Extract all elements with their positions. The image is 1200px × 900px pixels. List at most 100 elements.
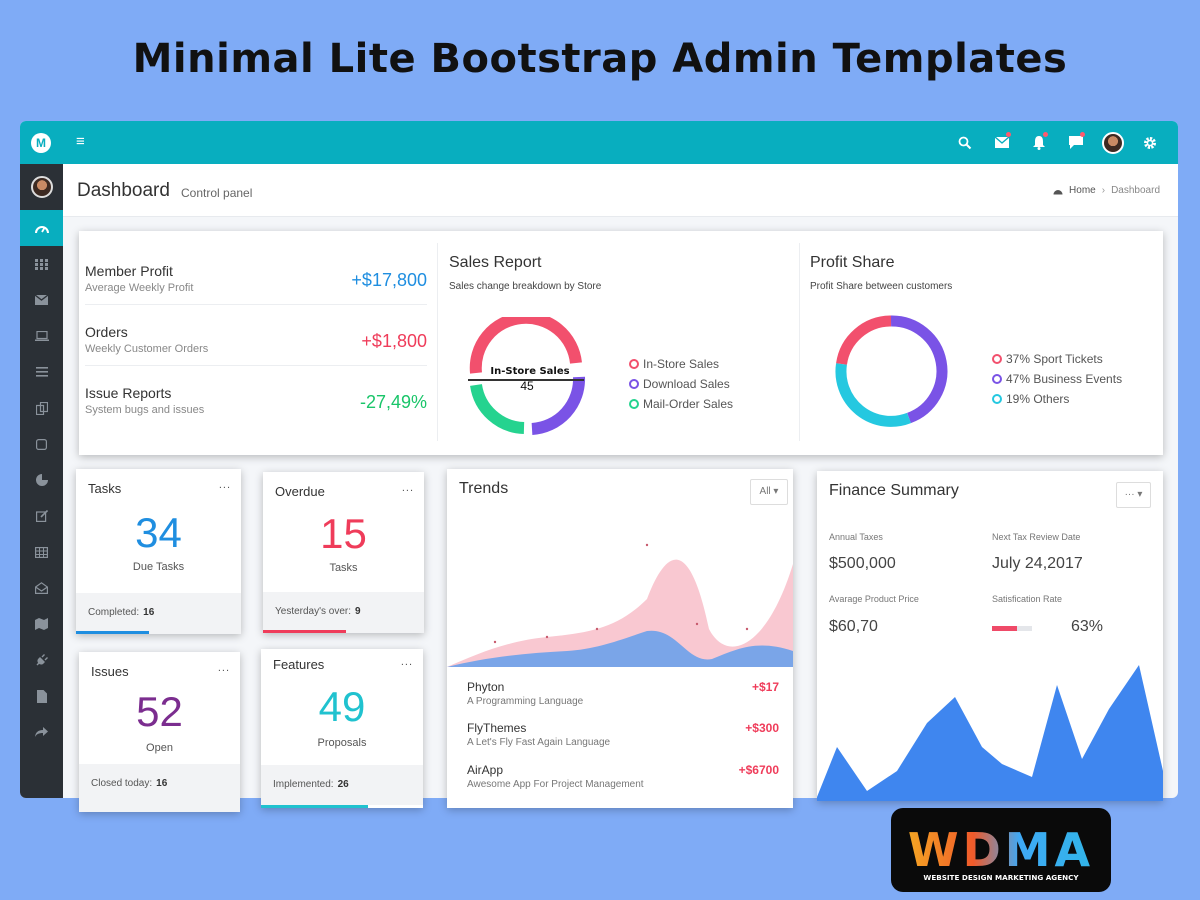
mail-icon[interactable] [20,282,63,318]
square-icon[interactable] [20,426,63,462]
pie-chart-icon[interactable] [20,462,63,498]
avg-price-value: $60,70 [829,618,878,635]
card-title: Issues [91,664,129,679]
footer-value: 16 [143,607,155,618]
finance-menu-dropdown[interactable]: ··· ▾ [1116,482,1151,508]
trend-value: +$17 [751,680,779,694]
card-footer: Yesterday's over: 9 [263,592,424,633]
trends-title: Trends [459,480,509,497]
laptop-icon[interactable] [20,318,63,354]
area-series-blue [447,630,793,667]
stat-sublabel: System bugs and issues [85,404,205,416]
trend-point [645,543,649,547]
legend-item: In-Store Sales [629,354,733,374]
stat-sublabel: Average Weekly Profit [85,282,194,294]
stat-value: +$1,800 [361,331,427,351]
card-description: Due Tasks [132,561,185,573]
menu-icon[interactable]: ≡ [76,133,85,150]
stat-member-profit: Member Profit Average Weekly Profit +$17… [85,244,427,305]
banner-title: Minimal Lite Bootstrap Admin Templates [132,36,1068,82]
avg-price-label: Avarage Product Price [829,594,919,604]
trend-point [493,640,497,644]
table-icon[interactable] [20,534,63,570]
footer-label: Closed today: [91,778,153,789]
finance-title: Finance Summary [829,482,959,499]
donut-segment-download [531,376,586,435]
finance-area-series [817,665,1163,801]
legend-item: 47% Business Events [992,369,1122,389]
next-review-value: July 24,2017 [992,555,1083,572]
progress-bar [76,631,149,634]
wdma-logo: WDMA WEBSITE DESIGN MARKETING AGENCY [891,808,1111,892]
donut-center-label: In-Store Sales [490,366,569,377]
notification-dot [1006,132,1011,137]
finance-summary-card: Finance Summary ··· ▾ Annual Taxes $500,… [817,471,1163,801]
card-footer: Implemented: 26 [261,765,423,805]
more-icon[interactable]: ... [218,479,231,491]
svg-text:WEBSITE DESIGN MARKETING AGENC: WEBSITE DESIGN MARKETING AGENCY [923,873,1079,882]
features-card: Features ... 49 Proposals Implemented: 26 [261,649,423,808]
trend-point [545,635,549,639]
more-icon[interactable]: ... [217,662,230,674]
donut-segment-others [835,363,911,427]
sidebar-user-avatar[interactable] [31,176,53,198]
copy-icon[interactable] [20,390,63,426]
footer-label: Yesterday's over: [275,606,352,617]
file-icon[interactable] [20,678,63,714]
chat-icon[interactable] [1057,121,1094,164]
trend-value: +$6700 [738,763,779,777]
stat-value: -27,49% [359,392,427,412]
donut-segment-sport-tickets [836,315,892,366]
page-header: Dashboard Control panel Home › Dashboard [63,164,1178,217]
stat-orders: Orders Weekly Customer Orders +$1,800 [85,305,427,366]
trend-row[interactable]: FlyThemes A Let's Fly Fast Again Languag… [467,717,779,759]
progress-bar [261,805,368,808]
next-review-label: Next Tax Review Date [992,532,1081,542]
trends-filter-dropdown[interactable]: All ▾ [750,479,788,505]
grid-icon[interactable] [20,246,63,282]
card-title: Overdue [275,484,325,499]
edit-icon[interactable] [20,498,63,534]
breadcrumb-home[interactable]: Home [1069,185,1096,196]
svg-text:WDMA: WDMA [908,823,1094,877]
share-icon[interactable] [20,714,63,750]
user-avatar[interactable] [1094,121,1131,164]
stat-label: Issue Reports [85,385,172,401]
legend-item: 37% Sport Tickets [992,349,1122,369]
stat-label: Member Profit [85,263,173,279]
mail-icon[interactable] [983,121,1020,164]
more-icon[interactable]: ... [401,482,414,494]
trends-card: Trends All ▾ Phyton A Programming Langua… [447,469,793,808]
map-icon[interactable] [20,606,63,642]
issues-card: Issues ... 52 Open Closed today: 16 [79,652,240,812]
bell-icon[interactable] [1020,121,1057,164]
breadcrumb-current: Dashboard [1111,185,1160,196]
list-icon[interactable] [20,354,63,390]
card-number: 49 [318,683,366,730]
trend-row[interactable]: Phyton A Programming Language +$17 [467,676,779,718]
plug-icon[interactable] [20,642,63,678]
notification-dot [1080,132,1085,137]
satisfaction-bar [992,626,1032,631]
profit-share-title: Profit Share [810,254,895,271]
trend-name: FlyThemes [467,721,527,735]
trend-description: A Programming Language [467,696,584,707]
footer-value: 26 [337,779,349,790]
satisfaction-bar-fill [992,626,1018,631]
chevron-right-icon: › [1101,185,1106,196]
gear-icon[interactable] [1131,121,1168,164]
search-icon[interactable] [946,121,983,164]
dashboard-icon[interactable] [20,210,63,246]
sales-report-subtitle: Sales change breakdown by Store [449,281,602,292]
annual-taxes-value: $500,000 [829,555,896,572]
sales-legend: In-Store Sales Download Sales Mail-Order… [629,354,733,414]
more-icon[interactable]: ... [400,656,413,668]
trend-row[interactable]: AirApp Awesome App For Project Managemen… [467,759,779,801]
logo-icon[interactable]: M [31,133,51,153]
envelope-open-icon[interactable] [20,570,63,606]
overview-card: Member Profit Average Weekly Profit +$17… [79,231,1163,455]
page-title: Dashboard [77,180,170,201]
sidebar [20,164,63,798]
trend-point [595,627,599,631]
breadcrumb: Home › Dashboard [1053,185,1160,196]
